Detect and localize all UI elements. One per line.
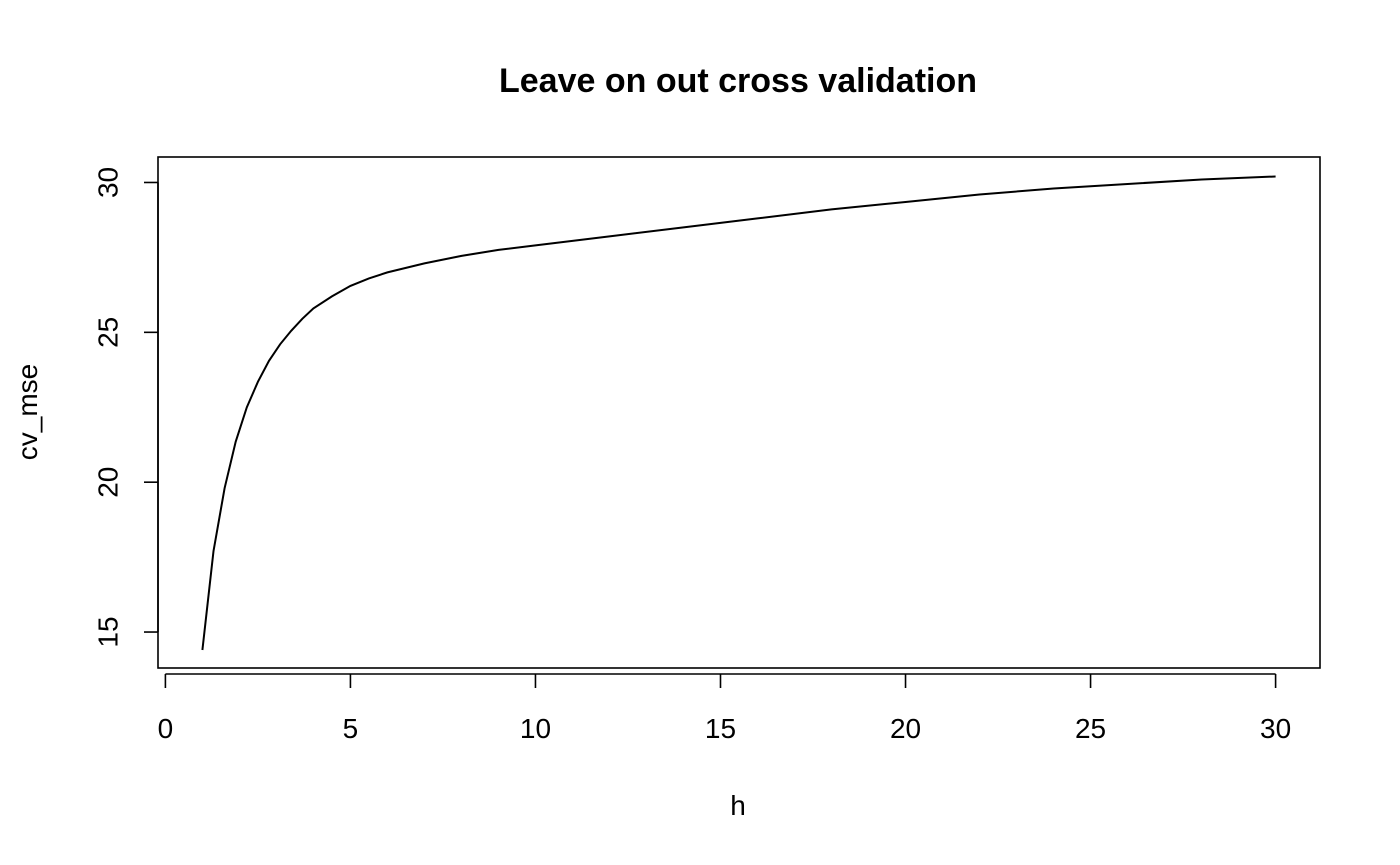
chart-title: Leave on out cross validation [499, 62, 977, 100]
x-axis-label: h [730, 790, 746, 821]
x-tick-label: 10 [520, 713, 551, 744]
y-axis: 15 20 25 30 [92, 167, 159, 648]
x-tick-label: 30 [1260, 713, 1291, 744]
x-tick-label: 15 [705, 713, 736, 744]
y-tick-label: 30 [92, 167, 123, 198]
x-axis: 0 5 10 15 20 25 30 [158, 673, 1291, 744]
x-tick-label: 0 [158, 713, 174, 744]
x-tick-label: 5 [343, 713, 359, 744]
y-tick-label: 25 [92, 317, 123, 348]
x-tick-label: 25 [1075, 713, 1106, 744]
plot-frame [157, 156, 1321, 669]
x-tick-label: 20 [890, 713, 921, 744]
y-tick-label: 20 [92, 467, 123, 498]
y-axis-label: cv_mse [12, 364, 43, 460]
y-tick-label: 15 [92, 616, 123, 647]
series-line [201, 175, 1276, 651]
